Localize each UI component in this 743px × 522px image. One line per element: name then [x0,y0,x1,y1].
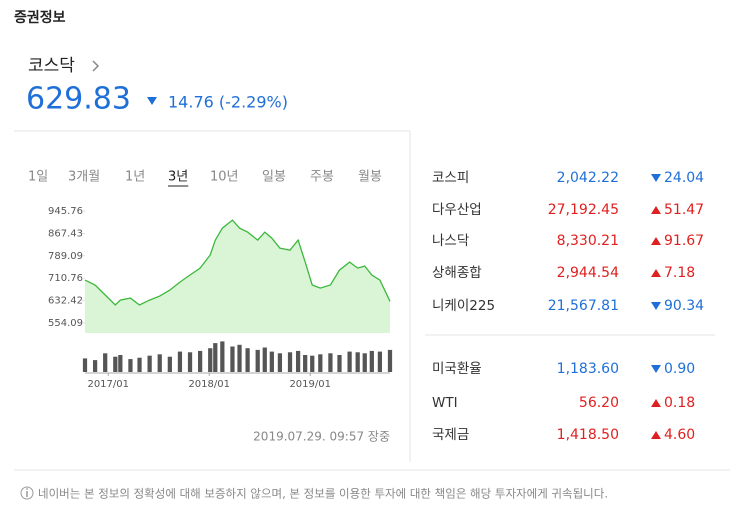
direction-arrow [651,365,661,373]
direction-arrow [651,269,661,277]
volume-bar [237,344,242,372]
volume-bar [255,349,260,372]
period-tab[interactable]: 1년 [125,170,145,185]
period-tab[interactable]: 주봉 [310,170,334,185]
volume-bar [128,359,133,372]
volume-bar [177,351,183,372]
y-tick-label: 632.42 [48,296,83,307]
index-value: 21,567.81 [548,298,619,314]
period-tab[interactable]: 10년 [210,170,239,185]
volume-bar [82,358,88,372]
chevron [92,60,100,72]
timestamp: 2019.07.29. 09:57 장중 [253,430,390,444]
direction-arrow [651,399,661,407]
volume-bar [387,349,393,372]
index-value: 629.83 [26,82,131,117]
direction-arrow [651,206,661,214]
index-value: 56.20 [579,395,619,411]
volume-bar [318,354,323,372]
index-name[interactable]: 미국환율 [432,361,482,377]
volume-bar [347,351,352,372]
index-change: 7.18 [664,265,695,281]
index-change: 90.34 [664,298,704,314]
volume-bar [113,356,118,372]
y-tick-label: 554.09 [48,318,83,329]
volume-bar [103,353,108,372]
volume-bar [198,350,203,372]
index-change: 91.67 [664,233,704,249]
volume-bar [355,352,360,372]
widget-title: 증권정보 [14,9,66,26]
price-line [84,219,391,306]
index-change: 0.18 [664,395,695,411]
index-name[interactable]: WTI [432,395,458,411]
volume-bar [157,354,162,372]
index-name[interactable]: 니케이225 [432,298,495,314]
volume-bar [220,341,225,372]
volume-bar [118,355,123,372]
index-name[interactable]: 코스피 [432,170,469,186]
volume-bar [369,350,374,372]
volume-bar [230,346,235,372]
index-value: 1,418.50 [557,427,619,443]
volume-bar [303,355,308,372]
period-tab[interactable]: 3개월 [68,170,100,185]
index-change: 4.60 [664,427,695,443]
volume-bar [208,348,213,372]
volume-bar [187,352,193,372]
index-value: 27,192.45 [548,202,619,218]
direction-arrow [651,302,661,310]
direction-arrow [651,237,661,245]
index-change: 14.76 (-2.29%) [168,93,288,112]
index-name[interactable]: 나스닥 [432,233,469,249]
index-value: 8,330.21 [557,233,619,249]
volume-bar [362,353,367,372]
index-value: 2,944.54 [557,265,619,281]
index-name[interactable]: 국제금 [432,427,469,443]
y-tick-label: 789.09 [48,251,83,262]
index-change: 0.90 [664,361,695,377]
price-area [85,220,390,333]
volume-bar [92,360,98,372]
y-tick-label: 710.76 [48,273,83,284]
volume-bar [167,356,172,372]
index-name[interactable]: 다우산업 [432,202,482,218]
direction-arrow [651,431,661,439]
x-tick-label: 2017/01 [87,379,129,390]
volume-bar [328,353,333,372]
period-tab[interactable]: 3년 [168,170,188,185]
index-value: 2,042.22 [557,170,619,186]
direction-arrow [651,174,661,182]
x-tick-label: 2018/01 [188,379,230,390]
volume-bar [377,351,383,372]
direction-arrow [147,97,157,105]
y-tick-label: 945.76 [48,206,83,217]
volume-bar [213,343,218,372]
volume-bar [245,348,250,372]
volume-bar [262,347,267,372]
x-tick-label: 2019/01 [289,379,331,390]
index-name[interactable]: 코스닥 [28,56,75,76]
volume-bar [310,355,315,372]
index-value: 1,183.60 [557,361,619,377]
volume-bar [147,355,152,372]
y-tick-label: 867.43 [48,228,83,239]
volume-bar [337,355,342,372]
volume-bar [277,353,283,372]
period-tab[interactable]: 월봉 [358,170,382,185]
period-tab[interactable]: 일봉 [262,170,286,185]
disclaimer: 네이버는 본 정보의 정확성에 대해 보증하지 않으며, 본 정보를 이용한 투… [38,487,608,501]
info-icon [20,486,34,500]
volume-bar [269,351,274,372]
info-icon [26,488,28,490]
index-change: 51.47 [664,202,704,218]
volume-bar [295,350,301,372]
period-tab[interactable]: 1일 [28,170,48,185]
index-name[interactable]: 상해종합 [432,265,482,281]
index-change: 24.04 [664,170,704,186]
volume-bar [137,357,142,372]
index-arrow [147,97,157,105]
volume-bar [287,352,293,372]
